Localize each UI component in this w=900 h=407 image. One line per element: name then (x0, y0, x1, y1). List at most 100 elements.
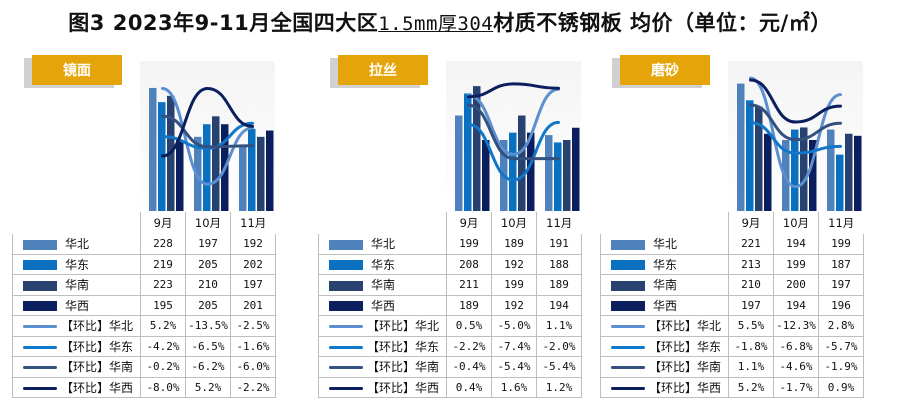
table-row: 【环比】华南 1.1% -4.6% -1.9% (600, 356, 864, 378)
bar-华北-9月 (737, 83, 745, 211)
bar-华北-9月 (455, 115, 463, 211)
legend-line (23, 366, 57, 370)
combo-chart (455, 82, 580, 211)
tick-label: 11月 (230, 212, 276, 234)
data-label: -2.0% (536, 336, 582, 357)
legend-swatch (611, 260, 645, 271)
table-row: 【环比】华西 0.4% 1.6% 1.2% (318, 377, 582, 398)
data-label: -5.4% (536, 356, 582, 378)
data-label: 194 (773, 234, 819, 255)
data-label: 196 (818, 295, 864, 316)
data-table: 9月 10月 11月 华北 228 197 192 华东 219 205 202 华南 223 210 19… (12, 212, 276, 398)
bar-华东-11月 (554, 142, 562, 211)
legend-label: 华东 (653, 257, 678, 272)
bar-华北-11月 (545, 135, 553, 211)
data-label: 197 (818, 274, 864, 296)
bar-华南-11月 (845, 133, 853, 211)
table-row: 华东 208 192 188 (318, 254, 582, 275)
legend-label: 【环比】华北 (367, 319, 440, 334)
legend-label: 华南 (371, 278, 396, 293)
data-label: 228 (140, 234, 186, 255)
panel-tab: 磨砂 (620, 55, 710, 85)
legend-line (23, 386, 57, 390)
legend-label: 华北 (371, 237, 396, 252)
data-label: -2.5% (230, 315, 276, 337)
bar-华南-9月 (473, 86, 481, 211)
legend-swatch (329, 280, 363, 291)
bar-华南-10月 (800, 127, 808, 211)
table-row: 【环比】华西 5.2% -1.7% 0.9% (600, 377, 864, 398)
bar-华东-9月 (464, 93, 472, 211)
data-label: 205 (185, 295, 231, 316)
line-【环比】华西 (161, 86, 254, 158)
data-label: 223 (140, 274, 186, 296)
data-label: -2.2% (230, 377, 276, 398)
data-label: -5.7% (818, 336, 864, 357)
bar-华南-11月 (257, 136, 265, 211)
data-label: 5.2% (140, 315, 186, 337)
legend-label: 【环比】华南 (649, 360, 722, 375)
table-row: 华东 219 205 202 (12, 254, 276, 275)
legend-line (329, 345, 363, 349)
data-label: 199 (818, 234, 864, 255)
table-row: 华东 213 199 187 (600, 254, 864, 275)
data-label: 202 (230, 254, 276, 275)
legend-label: 华北 (65, 237, 90, 252)
data-label: -1.9% (818, 356, 864, 378)
chart-title: 图3 2023年9-11月全国四大区1.5mm厚304材质不锈钢板 均价（单位：… (68, 11, 832, 35)
data-label: 197 (185, 234, 231, 255)
legend-label: 【环比】华东 (649, 339, 722, 354)
panel-tab: 镜面 (32, 55, 122, 85)
bar-华东-10月 (509, 132, 517, 211)
legend-swatch (329, 260, 363, 271)
data-label: 194 (536, 295, 582, 316)
tick-label: 10月 (491, 212, 537, 234)
legend-label: 【环比】华北 (61, 319, 134, 334)
data-label: 189 (536, 274, 582, 296)
data-label: 192 (230, 234, 276, 255)
table-row: 【环比】华南 -0.2% -6.2% -6.0% (12, 356, 276, 378)
line-【环比】华西 (749, 78, 842, 124)
table-row: 华北 228 197 192 (12, 234, 276, 255)
bar-华南-10月 (518, 115, 526, 211)
table-row: 华西 195 205 201 (12, 295, 276, 316)
legend-label: 华东 (65, 257, 90, 272)
bar-华西-9月 (482, 140, 490, 211)
tick-label: 9月 (446, 212, 492, 234)
data-label: 197 (728, 295, 774, 316)
table-row: 【环比】华东 -2.2% -7.4% -2.0% (318, 336, 582, 357)
legend-label: 华南 (65, 278, 90, 293)
legend-swatch (329, 239, 363, 250)
legend-label: 【环比】华南 (367, 360, 440, 375)
legend-line (329, 325, 363, 329)
data-label: 197 (230, 274, 276, 296)
data-label: 1.1% (728, 356, 774, 378)
bar-华南-11月 (563, 140, 571, 211)
data-label: 219 (140, 254, 186, 275)
legend-label: 【环比】华东 (367, 339, 440, 354)
legend-label: 【环比】华西 (61, 380, 134, 395)
tick-label: 11月 (536, 212, 582, 234)
table-row: 华北 199 189 191 (318, 234, 582, 255)
line-【环比】华南 (749, 103, 842, 142)
legend-label: 华西 (65, 298, 90, 313)
panel-tab: 拉丝 (338, 55, 428, 85)
table-row: 华南 223 210 197 (12, 274, 276, 296)
table-row: 【环比】华东 -4.2% -6.5% -1.6% (12, 336, 276, 357)
data-label: 1.2% (536, 377, 582, 398)
data-label: -1.7% (773, 377, 819, 398)
bar-华东-10月 (791, 129, 799, 211)
table-row: 【环比】华东 -1.8% -6.8% -5.7% (600, 336, 864, 357)
data-label: 1.6% (491, 377, 537, 398)
panel-mosha: 磨砂 9月 10月 11月 华北 221 194 199 华东 213 199 187 华南 210 20… (600, 55, 868, 400)
line-【环比】华北 (161, 86, 254, 186)
table-row: 【环比】华北 5.2% -13.5% -2.5% (12, 315, 276, 337)
data-label: -5.4% (491, 356, 537, 378)
legend-label: 【环比】华北 (649, 319, 722, 334)
table-row: 【环比】华北 0.5% -5.0% 1.1% (318, 315, 582, 337)
data-label: 210 (185, 274, 231, 296)
bar-华西-11月 (266, 130, 274, 211)
bar-华北-11月 (827, 129, 835, 211)
data-label: 5.2% (728, 377, 774, 398)
legend-label: 华西 (371, 298, 396, 313)
